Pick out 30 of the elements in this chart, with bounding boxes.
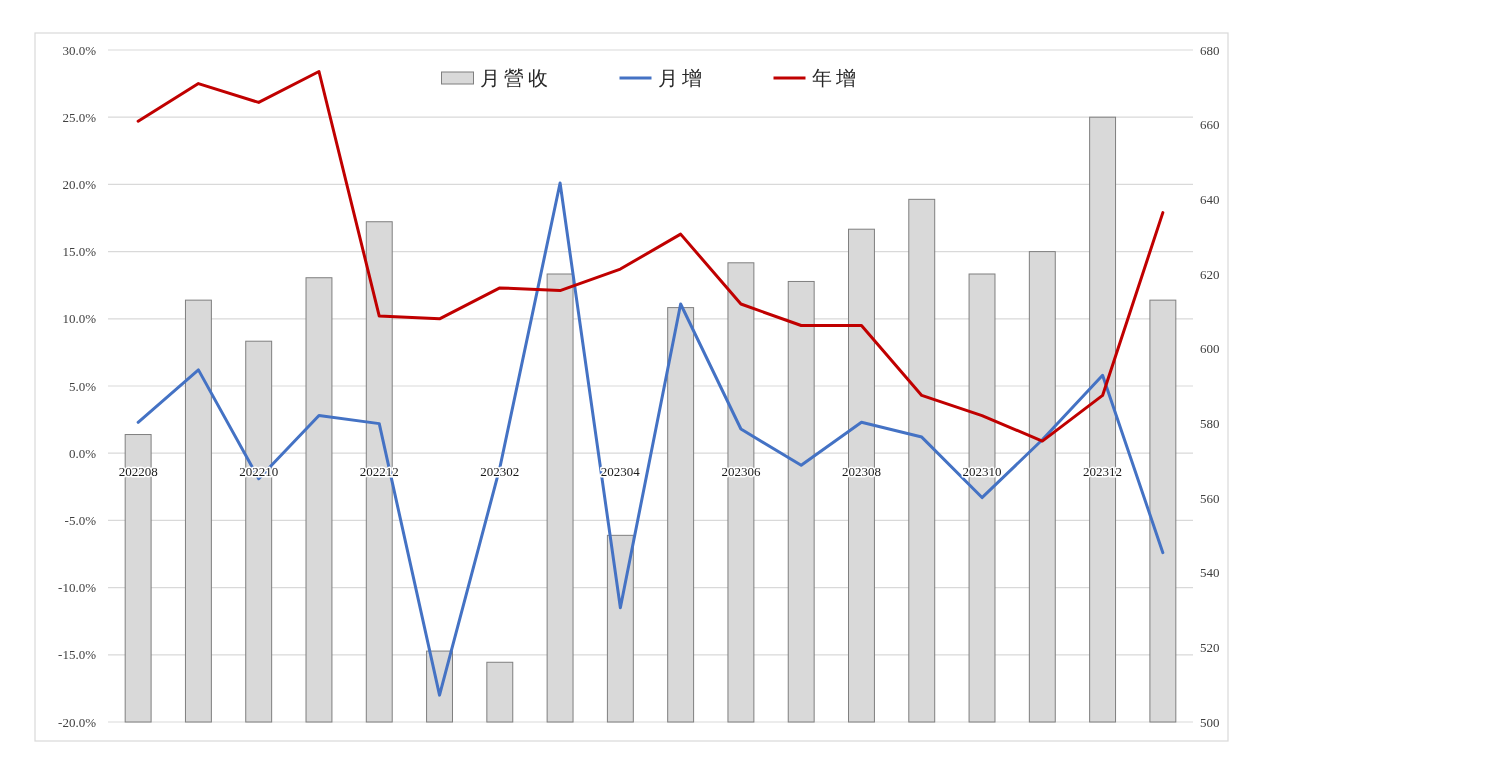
legend-label: 月增 — [657, 67, 706, 89]
y-tick-label: 15.0% — [62, 244, 97, 260]
x-tick-label: 202306 — [721, 463, 761, 479]
y-tick-label: 10.0% — [62, 311, 97, 327]
y-tick-label: -10.0% — [58, 580, 97, 596]
y2-tick-label: 660 — [1200, 117, 1220, 133]
legend-label: 年增 — [811, 67, 860, 89]
y2-tick-label: 600 — [1200, 341, 1220, 357]
y2-tick-label: 680 — [1200, 42, 1220, 58]
y-tick-label: 0.0% — [68, 445, 97, 461]
y-tick-label: -15.0% — [58, 647, 97, 663]
line-series — [136, 70, 1165, 443]
y-tick-label: 20.0% — [62, 176, 97, 192]
x-tick-label: 202310 — [962, 463, 1002, 479]
x-tick-label: 202308 — [841, 463, 881, 479]
x-tick-label: 202312 — [1083, 463, 1123, 479]
y-tick-label: 5.0% — [68, 378, 97, 394]
legend-label: 月營收 — [479, 67, 552, 89]
y2-tick-label: 640 — [1200, 191, 1220, 207]
y2-tick-label: 540 — [1200, 565, 1220, 581]
y2-tick-label: 500 — [1200, 714, 1220, 730]
y2-tick-label: 560 — [1200, 490, 1220, 506]
y2-tick-label: 580 — [1200, 415, 1220, 431]
x-tick-label: 202208 — [118, 463, 158, 479]
y2-tick-label: 520 — [1200, 639, 1220, 655]
y2-tick-label: 620 — [1200, 266, 1220, 282]
y-tick-label: -5.0% — [64, 512, 97, 528]
y-tick-label: 25.0% — [62, 109, 97, 125]
y-tick-label: -20.0% — [58, 714, 97, 730]
y-tick-label: 30.0% — [62, 42, 97, 58]
